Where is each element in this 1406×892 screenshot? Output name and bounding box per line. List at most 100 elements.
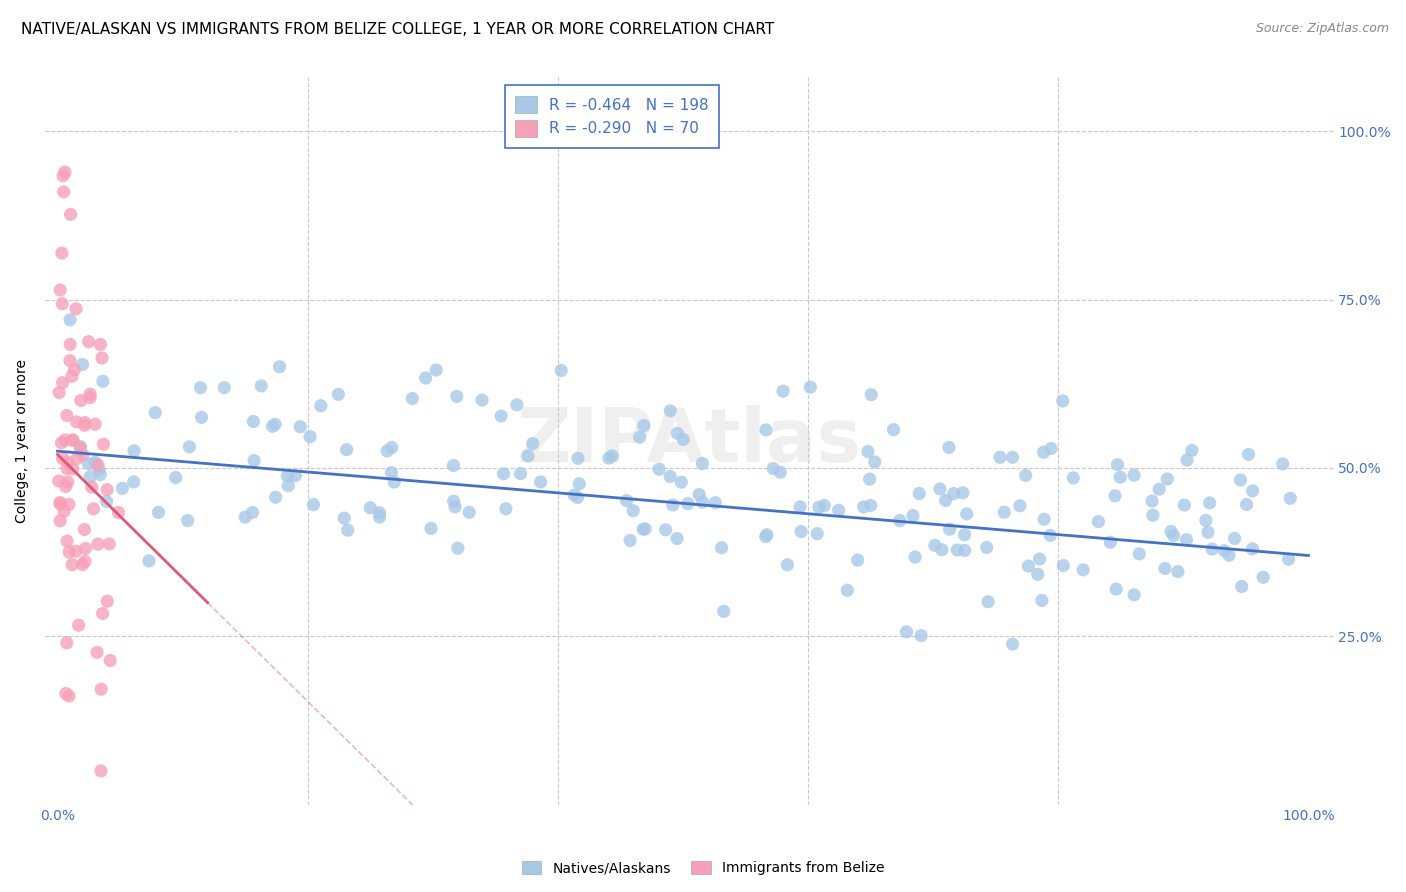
Point <box>51 435 73 450</box>
Point <box>769 465 792 479</box>
Point <box>901 508 924 523</box>
Point <box>529 475 551 489</box>
Point <box>58 497 80 511</box>
Point <box>772 384 794 398</box>
Point <box>492 467 515 481</box>
Point <box>1008 499 1031 513</box>
Point <box>1271 457 1294 471</box>
Point <box>1071 563 1094 577</box>
Point <box>860 387 883 401</box>
Point <box>688 487 710 501</box>
Point <box>49 283 72 297</box>
Point <box>1223 532 1246 546</box>
Point <box>935 493 957 508</box>
Point <box>1104 489 1126 503</box>
Point <box>672 433 695 447</box>
Point <box>666 426 689 441</box>
Point <box>86 645 108 659</box>
Point <box>309 399 332 413</box>
Point <box>375 444 398 458</box>
Point <box>953 543 976 558</box>
Point <box>382 475 405 489</box>
Point <box>856 444 879 458</box>
Point <box>59 353 82 368</box>
Point <box>1201 542 1223 557</box>
Point <box>1099 535 1122 549</box>
Point <box>87 458 110 473</box>
Point <box>91 351 114 365</box>
Point <box>1197 525 1219 540</box>
Point <box>52 451 75 466</box>
Point <box>66 451 89 466</box>
Point <box>1181 443 1204 458</box>
Legend: Natives/Alaskans, Immigrants from Belize: Natives/Alaskans, Immigrants from Belize <box>516 855 890 880</box>
Point <box>1195 513 1218 527</box>
Point <box>73 416 96 430</box>
Point <box>1154 561 1177 575</box>
Point <box>53 165 76 179</box>
Point <box>49 495 72 509</box>
Point <box>1123 588 1146 602</box>
Point <box>938 522 960 536</box>
Point <box>633 418 655 433</box>
Point <box>72 558 94 572</box>
Point <box>946 543 969 558</box>
Point <box>762 461 785 475</box>
Point <box>62 434 84 448</box>
Point <box>73 418 96 433</box>
Point <box>1237 447 1260 461</box>
Point <box>562 488 585 502</box>
Point <box>262 419 284 434</box>
Point <box>1142 508 1164 523</box>
Point <box>517 449 540 463</box>
Y-axis label: College, 1 year or more: College, 1 year or more <box>15 359 30 523</box>
Point <box>852 500 875 514</box>
Point <box>489 409 512 423</box>
Point <box>425 363 447 377</box>
Point <box>72 358 94 372</box>
Legend: R = -0.464   N = 198, R = -0.290   N = 70: R = -0.464 N = 198, R = -0.290 N = 70 <box>505 85 720 148</box>
Point <box>60 558 83 572</box>
Point <box>1175 453 1198 467</box>
Point <box>659 404 682 418</box>
Point <box>401 392 423 406</box>
Point <box>1087 515 1109 529</box>
Point <box>276 469 298 483</box>
Point <box>1198 496 1220 510</box>
Point <box>883 423 905 437</box>
Point <box>91 607 114 621</box>
Point <box>988 450 1011 465</box>
Point <box>859 499 882 513</box>
Point <box>56 461 79 475</box>
Point <box>190 381 212 395</box>
Point <box>55 687 77 701</box>
Point <box>84 417 107 432</box>
Point <box>380 466 402 480</box>
Point <box>70 393 93 408</box>
Point <box>243 453 266 467</box>
Point <box>953 527 976 541</box>
Point <box>87 537 110 551</box>
Point <box>1173 498 1195 512</box>
Point <box>190 410 212 425</box>
Point <box>69 440 91 454</box>
Point <box>65 301 87 316</box>
Point <box>87 463 110 477</box>
Point <box>62 433 84 447</box>
Point <box>60 369 83 384</box>
Point <box>1039 528 1062 542</box>
Point <box>666 532 689 546</box>
Point <box>692 457 714 471</box>
Point <box>977 595 1000 609</box>
Point <box>896 624 918 639</box>
Point <box>1251 570 1274 584</box>
Point <box>568 476 591 491</box>
Point <box>53 433 76 447</box>
Point <box>90 682 112 697</box>
Point <box>55 409 77 423</box>
Point <box>1107 458 1129 472</box>
Point <box>59 207 82 221</box>
Point <box>302 498 325 512</box>
Point <box>368 510 391 524</box>
Point <box>91 375 114 389</box>
